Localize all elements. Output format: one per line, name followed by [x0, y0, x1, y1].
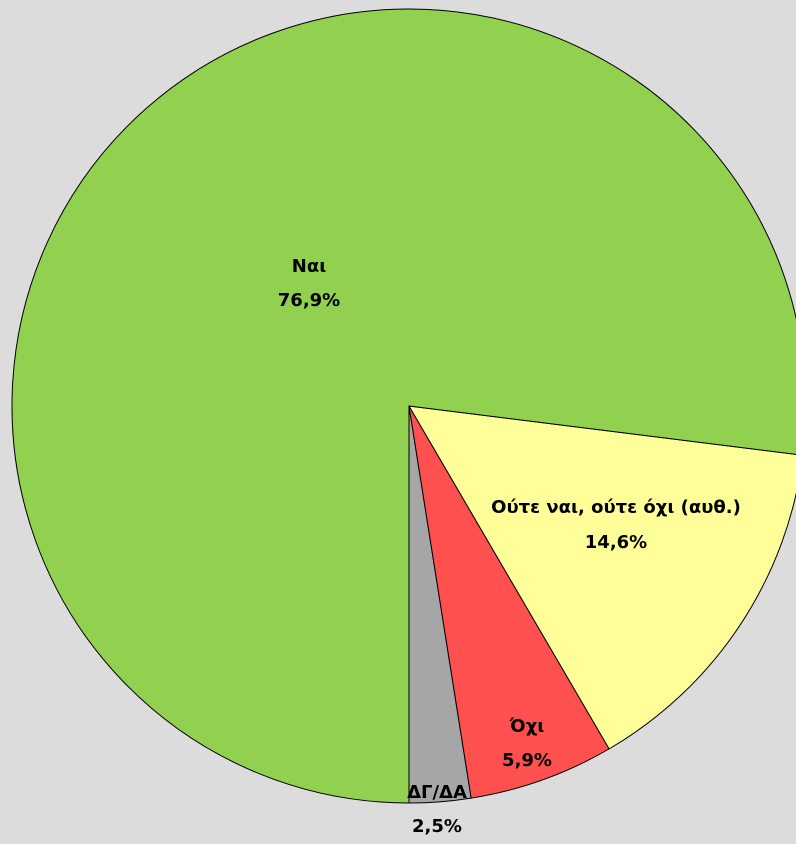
- value-label: 2,5%: [412, 816, 462, 837]
- slice-label: ΔΓ/ΔΑ 2,5%: [407, 776, 467, 844]
- pie-slice: [408, 405, 610, 799]
- pie-slice: [408, 405, 796, 750]
- pie-slice: [11, 8, 796, 804]
- value-label: 5,9%: [502, 750, 552, 771]
- value-label: 76,9%: [277, 290, 341, 311]
- category-label: Ούτε ναι, ούτε όχι (αυθ.): [491, 497, 741, 518]
- category-label: Όχι: [509, 716, 545, 737]
- slice-label: Ναι 76,9%: [278, 250, 340, 318]
- category-label: ΔΓ/ΔΑ: [407, 782, 467, 803]
- slice-label: Όχι 5,9%: [502, 710, 552, 778]
- category-label: Ναι: [291, 256, 327, 277]
- value-label: 14,6%: [584, 532, 648, 553]
- slice-label: Ούτε ναι, ούτε όχι (αυθ.) 14,6%: [491, 490, 741, 560]
